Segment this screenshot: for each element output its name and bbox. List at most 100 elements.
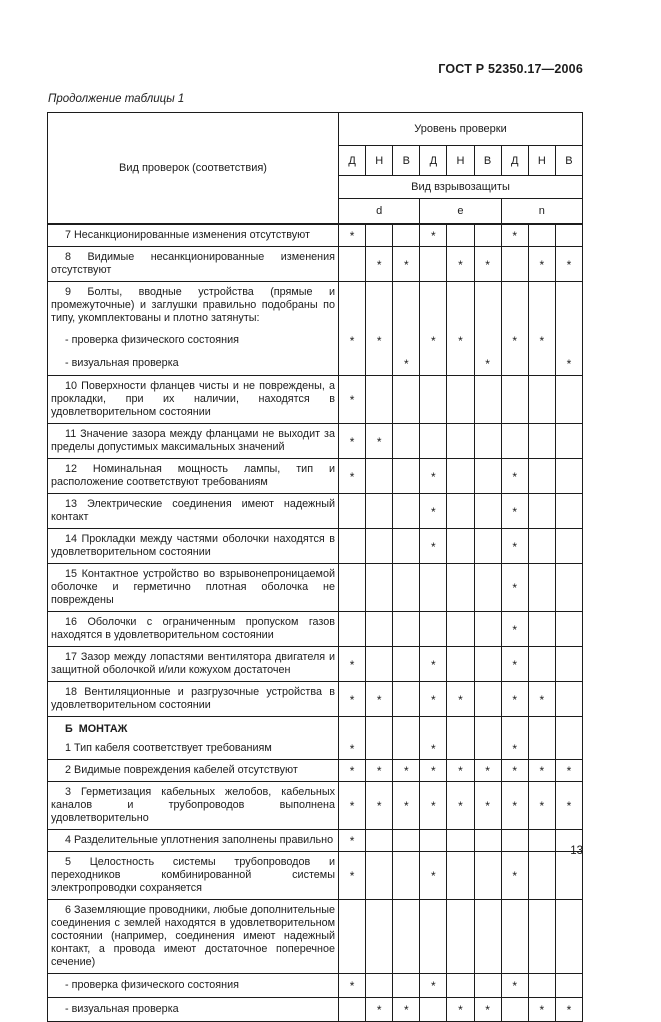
mark-cell: * [419, 681, 448, 717]
mark-cell: * [527, 997, 556, 1022]
empty-mark-cell [554, 423, 584, 459]
empty-mark-cell [473, 611, 502, 647]
asterisk-mark: * [539, 764, 545, 778]
asterisk-mark: * [458, 1003, 463, 1017]
table-row: 10 Поверхности фланцев чисты и не повреж… [47, 375, 584, 424]
asterisk-mark: * [485, 257, 490, 272]
table-row: 3 Герметизация кабельных желобов, кабель… [47, 781, 584, 830]
asterisk-mark: * [431, 869, 436, 883]
table-row: 14 Прокладки между частями оболочки нахо… [47, 528, 584, 564]
empty-mark-cell [446, 899, 475, 974]
empty-mark-cell [500, 899, 529, 974]
asterisk-mark: * [349, 229, 355, 243]
mark-cell: * [500, 493, 529, 529]
empty-mark-cell [419, 899, 448, 974]
empty-mark-cell [527, 351, 556, 376]
empty-mark-cell [392, 716, 421, 738]
mark-cell: * [365, 781, 394, 830]
mark-cell: * [337, 829, 367, 852]
check-subitem-label: - проверка физического состояния [47, 328, 339, 352]
table-row: 4 Разделительные уплотнения заполнены пр… [47, 829, 584, 852]
empty-mark-cell [473, 528, 502, 564]
empty-mark-cell [554, 611, 584, 647]
check-subitem-label: - визуальная проверка [47, 351, 339, 376]
empty-mark-cell [554, 716, 584, 738]
empty-mark-cell [392, 646, 421, 682]
table-row: 11 Значение зазора между фланцами не вых… [47, 423, 584, 459]
asterisk-mark: * [403, 257, 409, 272]
empty-mark-cell [554, 375, 584, 424]
asterisk-mark: * [512, 692, 518, 707]
empty-mark-cell [473, 899, 502, 974]
mark-cell: * [500, 646, 529, 682]
empty-mark-cell [473, 223, 502, 247]
mark-cell: * [392, 246, 421, 282]
table-row: Б МОНТАЖ [47, 716, 584, 738]
table-row: 5 Целостность системы трубопроводов и пе… [47, 851, 584, 900]
mark-cell: * [500, 223, 529, 247]
asterisk-mark: * [512, 657, 518, 672]
mark-cell: * [419, 759, 448, 782]
empty-mark-cell [554, 458, 584, 494]
asterisk-mark: * [431, 539, 436, 554]
empty-mark-cell [337, 528, 367, 564]
table-row: 16 Оболочки с ограниченным пропуском газ… [47, 611, 584, 647]
asterisk-mark: * [349, 469, 355, 484]
asterisk-mark: * [376, 1003, 382, 1017]
empty-mark-cell [337, 246, 367, 282]
asterisk-mark: * [376, 764, 382, 778]
empty-mark-cell [473, 281, 502, 329]
mark-cell: * [337, 328, 367, 352]
asterisk-mark: * [403, 1003, 409, 1017]
empty-mark-cell [365, 829, 394, 852]
empty-mark-cell [365, 611, 394, 647]
asterisk-mark: * [566, 1003, 572, 1017]
asterisk-mark: * [566, 257, 572, 272]
asterisk-mark: * [566, 764, 572, 778]
mark-cell: * [419, 328, 448, 352]
empty-mark-cell [365, 351, 394, 376]
asterisk-mark: * [512, 229, 518, 243]
asterisk-mark: * [431, 799, 436, 813]
asterisk-mark: * [376, 692, 382, 707]
empty-mark-cell [392, 899, 421, 974]
asterisk-mark: * [431, 742, 436, 756]
mark-cell: * [365, 997, 394, 1022]
asterisk-mark: * [431, 504, 436, 519]
mark-cell: * [500, 681, 529, 717]
asterisk-mark: * [512, 742, 518, 756]
table-row: 18 Вентиляционные и разгрузочные устройс… [47, 681, 584, 717]
check-item-label: 11 Значение зазора между фланцами не вых… [47, 423, 339, 459]
empty-mark-cell [527, 973, 556, 998]
empty-mark-cell [365, 493, 394, 529]
mark-cell: * [419, 646, 448, 682]
mark-cell: * [500, 851, 529, 900]
asterisk-mark: * [566, 799, 572, 813]
asterisk-mark: * [512, 539, 518, 554]
empty-mark-cell [337, 997, 367, 1022]
empty-mark-cell [446, 223, 475, 247]
asterisk-mark: * [458, 799, 463, 813]
check-item-label: 16 Оболочки с ограниченным пропуском газ… [47, 611, 339, 647]
document-page: { "page": { "doc_code": "ГОСТ Р 52350.17… [47, 62, 584, 1022]
empty-mark-cell [446, 716, 475, 738]
mark-cell: * [473, 246, 502, 282]
empty-mark-cell [419, 375, 448, 424]
empty-mark-cell [365, 528, 394, 564]
empty-mark-cell [419, 246, 448, 282]
inspection-table: Вид проверок (соответствия) Уровень пров… [47, 112, 584, 1022]
mark-cell: * [473, 759, 502, 782]
asterisk-mark: * [403, 799, 409, 813]
mark-cell: * [500, 458, 529, 494]
empty-mark-cell [473, 423, 502, 459]
empty-mark-cell [554, 223, 584, 247]
empty-mark-cell [527, 646, 556, 682]
empty-mark-cell [337, 493, 367, 529]
asterisk-mark: * [376, 334, 382, 348]
empty-mark-cell [365, 737, 394, 760]
table-row: - проверка физического состояния * * * * * * [47, 328, 584, 352]
mark-cell: * [419, 851, 448, 900]
asterisk-mark: * [349, 742, 355, 756]
check-item-label: 8 Видимые несанкционированные изменения … [47, 246, 339, 282]
